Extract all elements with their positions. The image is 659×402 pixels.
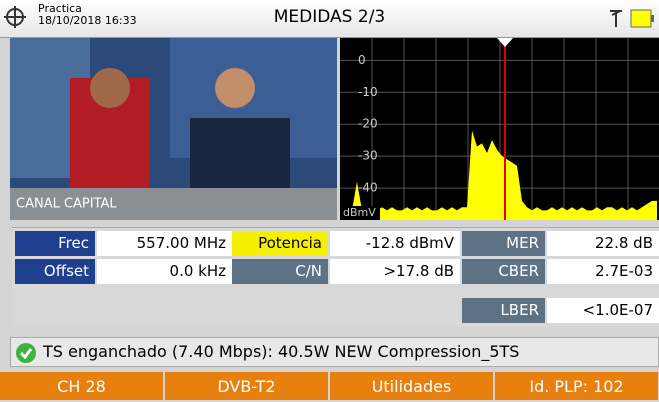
screen: Practica 18/10/2018 16:33 MEDIDAS 2/3 CA…	[0, 0, 659, 400]
measure-value: <1.0E-07	[547, 298, 659, 323]
status-text: TS enganchado (7.40 Mbps): 40.5W NEW Com…	[43, 342, 519, 361]
measure-value: 557.00 MHz	[97, 231, 232, 256]
softkey-button[interactable]: DVB-T2	[165, 372, 328, 400]
softkey-button[interactable]: Utilidades	[330, 372, 493, 400]
y-tick-label: 0	[358, 53, 366, 67]
softkey-button[interactable]: CH 28	[0, 372, 163, 400]
video-preview: CANAL CAPITAL	[10, 38, 337, 220]
status-icon	[15, 342, 37, 364]
measure-label: LBER	[462, 298, 545, 323]
measure-label: C/N	[232, 259, 328, 284]
measure-value: -12.8 dBmV	[330, 231, 460, 256]
measure-label: Offset	[15, 259, 95, 284]
y-tick-label: -30	[358, 149, 378, 163]
status-icons	[608, 7, 656, 31]
measure-value: 0.0 kHz	[97, 259, 232, 284]
status-bar: TS enganchado (7.40 Mbps): 40.5W NEW Com…	[10, 337, 659, 367]
measure-value: 2.7E-03	[547, 259, 659, 284]
y-unit: dBmV	[343, 206, 376, 219]
header: Practica 18/10/2018 16:33 MEDIDAS 2/3	[0, 0, 659, 38]
measure-label: Potencia	[232, 231, 328, 256]
measure-value: 22.8 dB	[547, 231, 659, 256]
y-tick-label: -10	[358, 85, 378, 99]
measure-value: >17.8 dB	[330, 259, 460, 284]
spectrum: 0 -10 -20 -30 -40 dBmV	[340, 38, 659, 220]
y-tick-label: -20	[358, 117, 378, 131]
measure-label: Frec	[15, 231, 95, 256]
measure-label: MER	[462, 231, 545, 256]
measure-label: CBER	[462, 259, 545, 284]
channel-name: CANAL CAPITAL	[16, 197, 117, 212]
page-title: MEDIDAS 2/3	[0, 7, 659, 27]
y-tick-label: -40	[358, 181, 378, 195]
softkey-button[interactable]: Id. PLP: 102	[495, 372, 658, 400]
